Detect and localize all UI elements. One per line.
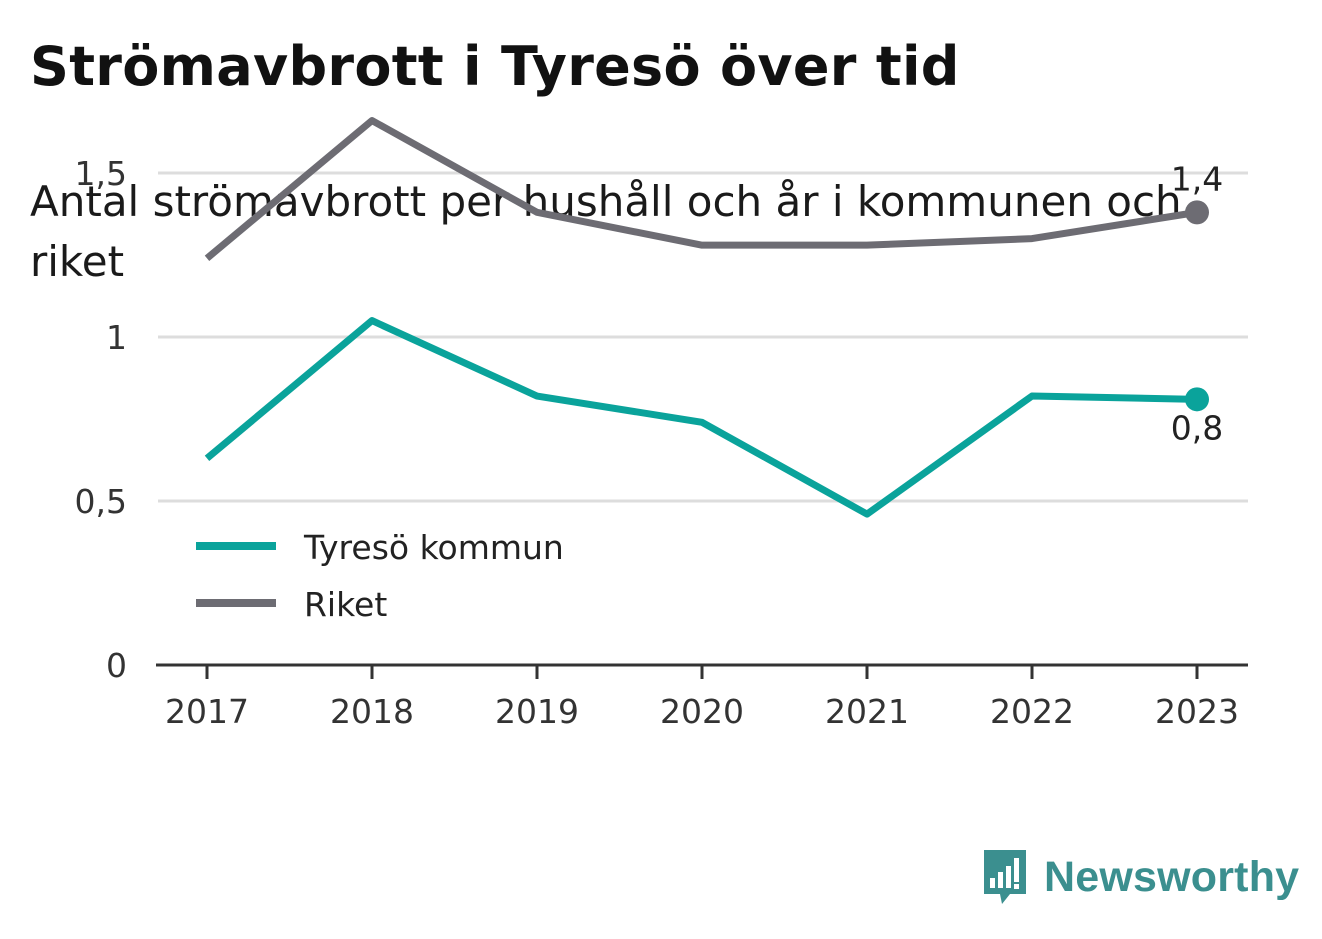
x-tick-label: 2019 [495,692,579,731]
x-tick-label: 2017 [165,692,249,731]
chart-title: Strömavbrott i Tyresö över tid [30,35,960,98]
end-labels: 1,4 0,8 [1171,159,1223,447]
legend-label-tyreso: Tyresö kommun [303,528,564,567]
bar-chart-speech-bubble-icon [984,850,1026,904]
end-label-tyreso: 0,8 [1171,408,1223,447]
end-label-riket: 1,4 [1171,159,1223,198]
y-tick-label: 0,5 [75,482,127,521]
series-line-riket [204,117,1198,261]
newsworthy-logo: Newsworthy [980,846,1299,908]
legend-label-riket: Riket [304,585,387,624]
chart-subtitle: Antal strömavbrott per hushåll och år i … [30,177,1182,286]
end-point-riket [1185,200,1209,225]
y-axis-ticks: 0 0,5 1 1,5 [75,154,127,685]
series-lines [204,117,1209,518]
y-tick-label: 0 [106,646,127,685]
legend-background [185,520,605,632]
end-point-tyreso [1185,387,1209,412]
brand-name: Newsworthy [1044,852,1300,901]
x-tick-label: 2023 [1155,692,1239,731]
series-line-tyreso [204,317,1198,518]
x-axis-ticks: 2017 2018 2019 2020 2021 2022 2023 [165,665,1239,731]
y-tick-label: 1 [106,318,127,357]
y-tick-label: 1,5 [75,154,127,193]
x-tick-label: 2022 [990,692,1074,731]
x-tick-label: 2021 [825,692,909,731]
x-tick-label: 2020 [660,692,744,731]
x-tick-label: 2018 [330,692,414,731]
legend: Tyresö kommun Riket [185,520,605,632]
